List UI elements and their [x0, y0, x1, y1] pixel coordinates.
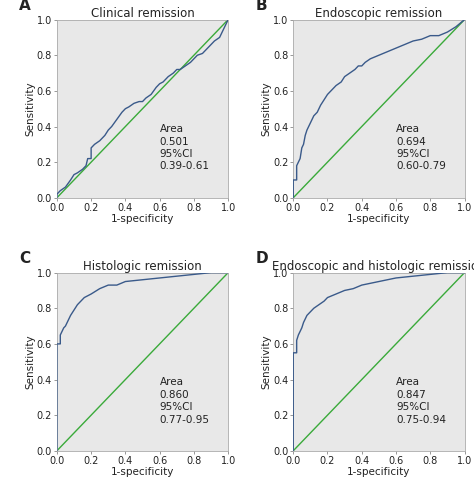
Title: Endoscopic and histologic remission: Endoscopic and histologic remission — [272, 260, 474, 272]
Y-axis label: Sensitivity: Sensitivity — [262, 334, 272, 389]
X-axis label: 1-specificity: 1-specificity — [347, 214, 410, 224]
Y-axis label: Sensitivity: Sensitivity — [25, 81, 35, 136]
Text: Area
0.860
95%CI
0.77-0.95: Area 0.860 95%CI 0.77-0.95 — [160, 377, 210, 424]
Text: D: D — [255, 251, 268, 266]
X-axis label: 1-specificity: 1-specificity — [347, 467, 410, 477]
X-axis label: 1-specificity: 1-specificity — [111, 467, 174, 477]
Text: A: A — [19, 0, 31, 13]
Text: Area
0.847
95%CI
0.75-0.94: Area 0.847 95%CI 0.75-0.94 — [396, 377, 446, 424]
Text: B: B — [255, 0, 267, 13]
Text: Area
0.694
95%CI
0.60-0.79: Area 0.694 95%CI 0.60-0.79 — [396, 124, 446, 172]
Y-axis label: Sensitivity: Sensitivity — [262, 81, 272, 136]
Text: Area
0.501
95%CI
0.39-0.61: Area 0.501 95%CI 0.39-0.61 — [160, 124, 210, 172]
Y-axis label: Sensitivity: Sensitivity — [25, 334, 35, 389]
Title: Clinical remission: Clinical remission — [91, 6, 194, 20]
Title: Endoscopic remission: Endoscopic remission — [315, 6, 443, 20]
Text: C: C — [19, 251, 30, 266]
Title: Histologic remission: Histologic remission — [83, 260, 202, 272]
X-axis label: 1-specificity: 1-specificity — [111, 214, 174, 224]
